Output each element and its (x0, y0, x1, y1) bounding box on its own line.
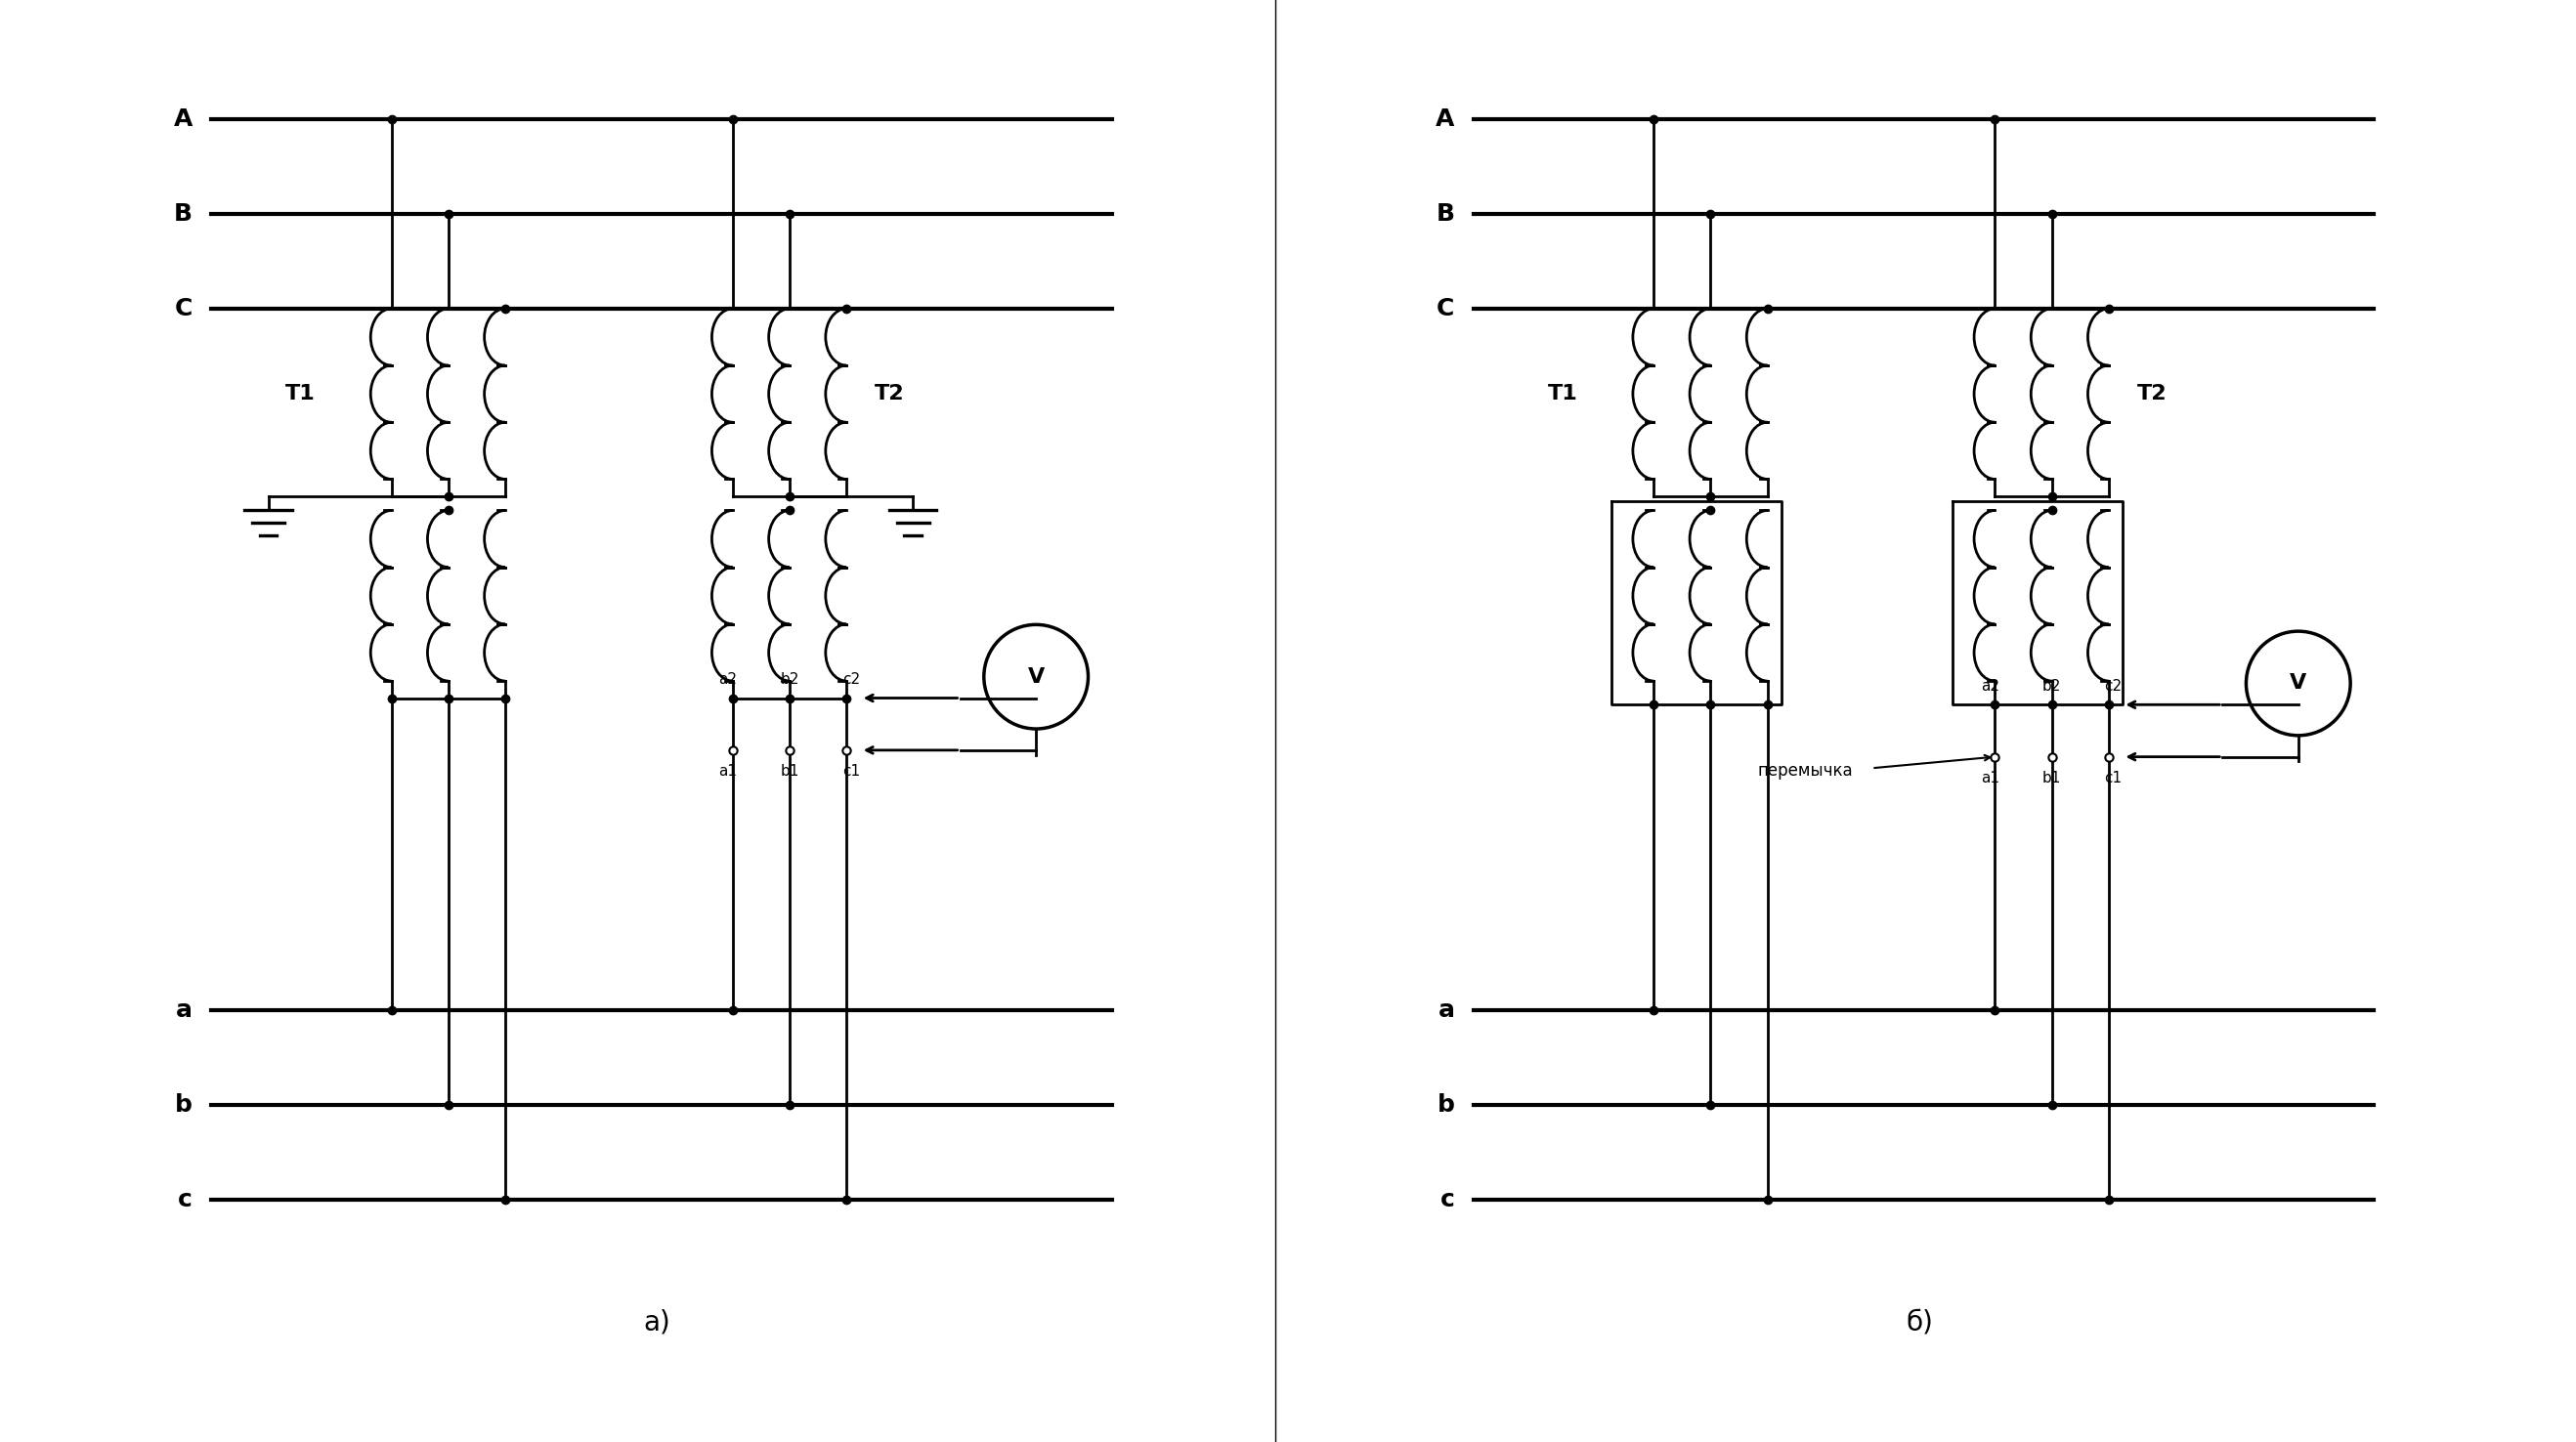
Text: b: b (175, 1093, 193, 1116)
Text: a1: a1 (719, 764, 737, 779)
Text: b1: b1 (2043, 771, 2061, 786)
Text: a: a (1437, 998, 1455, 1021)
Text: V: V (1028, 668, 1043, 686)
Text: б): б) (1906, 1309, 1932, 1337)
Text: C: C (175, 297, 193, 320)
Text: C: C (1437, 297, 1455, 320)
Text: T1: T1 (1548, 384, 1579, 404)
Text: c2: c2 (842, 672, 860, 686)
Text: а): а) (644, 1309, 670, 1337)
Text: V: V (2290, 673, 2306, 694)
Text: T2: T2 (2138, 384, 2166, 404)
Text: a2: a2 (1981, 679, 1999, 694)
Text: c: c (1440, 1188, 1455, 1211)
Text: b2: b2 (2043, 679, 2061, 694)
Text: c1: c1 (842, 764, 860, 779)
Text: A: A (173, 107, 193, 131)
Text: T2: T2 (876, 384, 904, 404)
Text: B: B (1435, 202, 1455, 225)
Text: b: b (1437, 1093, 1455, 1116)
Text: a: a (175, 998, 193, 1021)
Text: c2: c2 (2105, 679, 2123, 694)
Text: перемычка: перемычка (1757, 763, 1852, 780)
Text: b1: b1 (781, 764, 799, 779)
Text: T1: T1 (286, 384, 317, 404)
Text: a1: a1 (1981, 771, 1999, 786)
Text: b2: b2 (781, 672, 799, 686)
Text: c1: c1 (2105, 771, 2123, 786)
Text: c: c (178, 1188, 193, 1211)
Text: A: A (1435, 107, 1455, 131)
Text: B: B (173, 202, 193, 225)
Text: a2: a2 (719, 672, 737, 686)
